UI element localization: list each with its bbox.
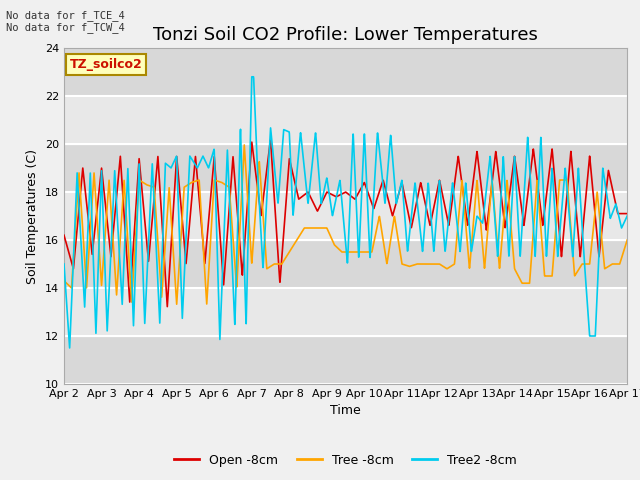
- Bar: [64, 192, 627, 240]
- Bar: [64, 240, 627, 288]
- Text: No data for f_TCE_4
No data for f_TCW_4: No data for f_TCE_4 No data for f_TCW_4: [6, 10, 125, 33]
- Bar: [64, 288, 627, 336]
- Bar: [64, 96, 627, 144]
- Text: TZ_soilco2: TZ_soilco2: [70, 58, 142, 71]
- Bar: [64, 144, 627, 192]
- X-axis label: Time: Time: [330, 405, 361, 418]
- Bar: [64, 336, 627, 384]
- Title: Tonzi Soil CO2 Profile: Lower Temperatures: Tonzi Soil CO2 Profile: Lower Temperatur…: [153, 25, 538, 44]
- Bar: [64, 48, 627, 96]
- Legend: Open -8cm, Tree -8cm, Tree2 -8cm: Open -8cm, Tree -8cm, Tree2 -8cm: [169, 449, 522, 472]
- Y-axis label: Soil Temperatures (C): Soil Temperatures (C): [26, 148, 39, 284]
